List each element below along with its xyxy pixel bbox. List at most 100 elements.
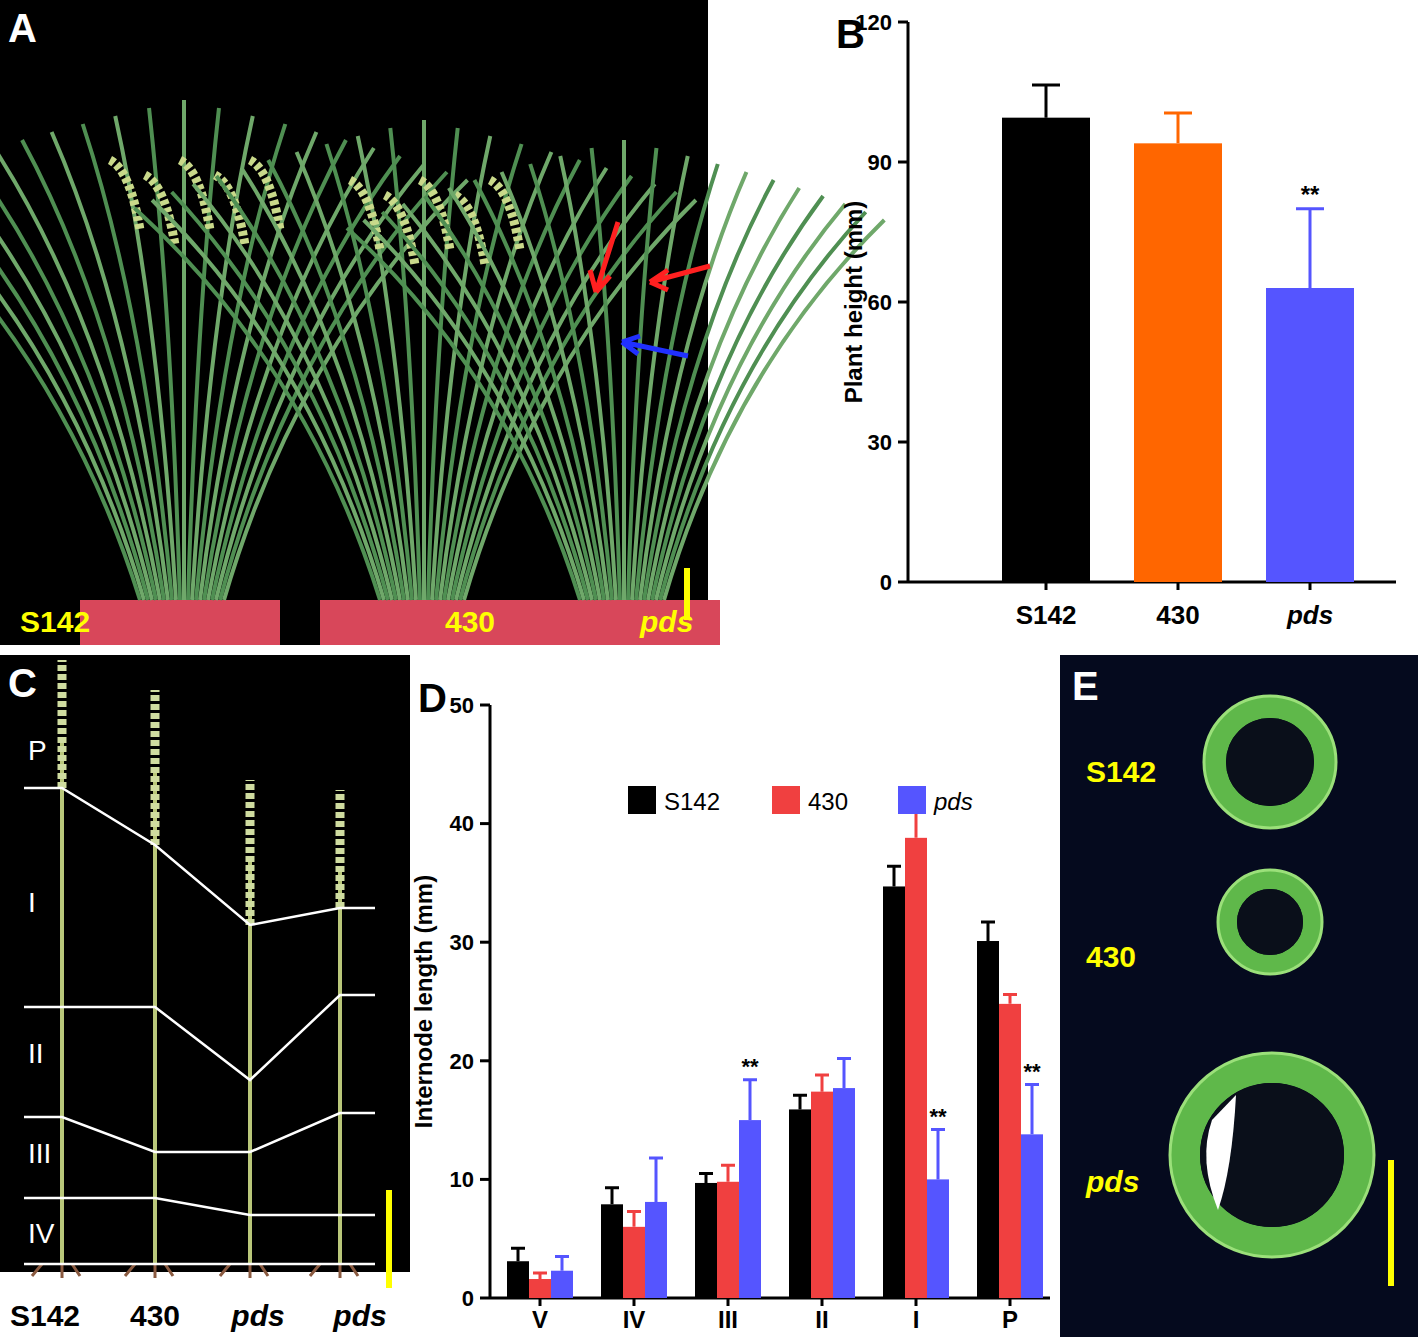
tick-label: 10	[450, 1167, 474, 1192]
plant-label: pds	[639, 605, 693, 638]
error-bar	[743, 1080, 757, 1120]
background	[0, 0, 1418, 1337]
arrow	[590, 222, 618, 292]
category-label: I	[913, 1306, 920, 1333]
ring-edge	[1204, 696, 1336, 828]
error-bar	[909, 811, 923, 838]
legend-label: 430	[808, 788, 848, 815]
plant-label: S142	[20, 605, 90, 638]
plant-label: S142	[10, 1299, 80, 1332]
photo-c	[0, 655, 410, 1272]
leaf	[622, 140, 626, 600]
leaf	[182, 100, 186, 600]
category-label: II	[815, 1306, 828, 1333]
error-bar	[793, 1095, 807, 1109]
tick-label: 50	[450, 693, 474, 718]
bar	[1134, 143, 1222, 582]
node-line	[24, 1263, 375, 1266]
root	[220, 1264, 268, 1278]
panicle	[246, 780, 255, 925]
scale-bar	[1388, 1160, 1394, 1286]
sections-e	[1170, 696, 1394, 1286]
tick	[915, 1298, 918, 1306]
panicle	[350, 180, 380, 250]
y-axis: 0306090120Plant height (mm)	[840, 10, 1396, 595]
axis-line	[490, 1297, 1050, 1300]
error-bar	[1296, 209, 1324, 288]
bar	[717, 1182, 739, 1298]
tick	[898, 581, 908, 584]
leaf	[592, 148, 620, 600]
panel-letter: D	[418, 676, 447, 720]
arrow	[650, 266, 710, 290]
internode-label: I	[28, 887, 36, 918]
bar	[905, 838, 927, 1298]
tick	[480, 822, 490, 825]
bar	[1021, 1134, 1043, 1298]
bar	[927, 1179, 949, 1298]
leaf	[0, 156, 156, 600]
bar	[601, 1204, 623, 1298]
tick	[898, 21, 908, 24]
bar	[811, 1092, 833, 1298]
leaf	[193, 184, 392, 600]
error-bar	[1025, 1085, 1039, 1135]
leaf	[358, 136, 416, 600]
bar	[1266, 288, 1354, 582]
tick	[898, 161, 908, 164]
bars	[507, 811, 1043, 1298]
bar	[1002, 118, 1090, 582]
tick	[821, 1298, 824, 1306]
error-bar	[1032, 85, 1060, 118]
internode-label: P	[28, 735, 47, 766]
tick-label: 0	[880, 570, 892, 595]
tick-label: 120	[855, 10, 892, 35]
tick	[480, 704, 490, 707]
legend-swatch	[898, 786, 926, 814]
error-bar	[931, 1130, 945, 1180]
tick	[1009, 1298, 1012, 1306]
tick-label: 20	[450, 1049, 474, 1074]
bar	[789, 1109, 811, 1298]
ring	[1185, 1068, 1359, 1242]
error-bar	[1164, 113, 1192, 143]
bar	[551, 1271, 573, 1298]
tick-label: 30	[450, 930, 474, 955]
pith	[1226, 718, 1314, 806]
error-bar	[815, 1075, 829, 1092]
ring	[1228, 880, 1313, 965]
node-line	[24, 1198, 375, 1215]
tick	[1045, 582, 1048, 590]
tick	[1309, 582, 1312, 590]
stem	[60, 740, 64, 1264]
tick-label: 60	[868, 290, 892, 315]
significance: **	[929, 1104, 947, 1129]
internode-label: II	[28, 1038, 44, 1069]
leaf	[502, 172, 608, 600]
section-label: pds	[1085, 1165, 1139, 1198]
tick	[898, 301, 908, 304]
ring-edge	[1170, 1053, 1374, 1257]
bar	[623, 1227, 645, 1298]
panel-letter: E	[1072, 664, 1099, 708]
legend-label: S142	[664, 788, 720, 815]
section-label: S142	[1086, 755, 1156, 788]
arrow	[622, 336, 688, 356]
category-label: P	[1002, 1306, 1018, 1333]
legend-swatch	[628, 786, 656, 814]
node-line	[24, 788, 375, 925]
section-label: 430	[1086, 940, 1136, 973]
cavity	[1206, 1095, 1236, 1210]
node-line	[24, 1113, 375, 1152]
error-bar	[533, 1273, 547, 1279]
category-label: V	[532, 1306, 548, 1333]
panicle	[110, 160, 140, 230]
tick	[539, 1298, 542, 1306]
leaf	[444, 160, 580, 600]
photo-a	[0, 0, 708, 645]
axis-line	[489, 705, 492, 1298]
legend: S142430pds	[628, 786, 973, 815]
plant-label: pds	[230, 1299, 284, 1332]
axis-title: Internode length (mm)	[410, 875, 437, 1128]
bar	[645, 1202, 667, 1298]
